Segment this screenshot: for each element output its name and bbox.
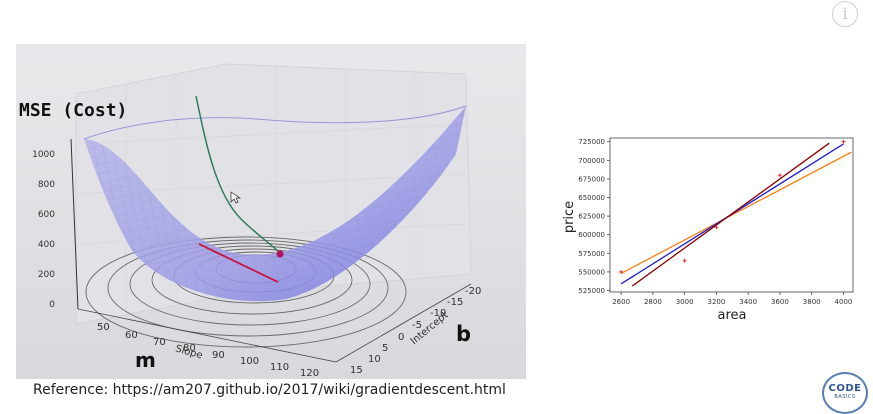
y-tick-label: 575000 — [578, 250, 605, 258]
y-tick-label: 525000 — [578, 287, 605, 295]
x-tick-label: 2800 — [644, 298, 662, 306]
intercept-variable-label: b — [456, 322, 472, 346]
slope-variable-label: m — [135, 348, 156, 372]
slope-tick-label: 70 — [153, 337, 166, 348]
x-axis-label: area — [718, 308, 747, 323]
reference-caption: Reference: https://am207.github.io/2017/… — [33, 382, 506, 398]
intercept-tick-label: 5 — [382, 343, 389, 354]
mse-surface-plot — [16, 44, 526, 379]
logo-text: CODE — [828, 383, 862, 394]
z-tick-label: 200 — [37, 270, 55, 280]
y-tick-label: 725000 — [578, 138, 605, 146]
x-tick-label: 4000 — [835, 298, 853, 306]
x-tick-label: 3600 — [771, 298, 789, 306]
intercept-tick-label: -20 — [465, 286, 482, 297]
x-tick-label: 3000 — [676, 298, 694, 306]
y-tick-label: 700000 — [578, 157, 605, 165]
slope-tick-label: 50 — [97, 322, 110, 333]
regression-line — [631, 142, 830, 287]
intercept-tick-label: 0 — [398, 332, 405, 343]
data-point — [682, 258, 687, 263]
intercept-tick-label: -15 — [447, 297, 464, 308]
data-point — [619, 269, 624, 274]
intercept-tick-label: 15 — [350, 365, 363, 376]
x-tick-label: 2600 — [612, 298, 630, 306]
y-tick-label: 600000 — [578, 231, 605, 239]
y-tick-label: 650000 — [578, 194, 605, 202]
data-point — [777, 173, 782, 178]
z-tick-label: 800 — [37, 180, 55, 190]
data-point — [714, 225, 719, 230]
y-axis-label: price — [562, 201, 577, 233]
z-tick-label: 1000 — [32, 150, 55, 160]
z-tick-label: 400 — [37, 240, 55, 250]
y-tick-label: 675000 — [578, 175, 605, 183]
x-tick-label: 3800 — [803, 298, 821, 306]
slope-tick-label: 60 — [125, 330, 138, 341]
codebasics-logo: CODE BASICS — [822, 372, 868, 414]
y-tick-label: 625000 — [578, 213, 605, 221]
z-axis-label: MSE (Cost) — [19, 100, 128, 121]
y-tick-label: 550000 — [578, 268, 605, 276]
data-point — [841, 139, 846, 144]
regression-line — [620, 151, 852, 274]
regression-chart: 2600 2800 3000 3200 3400 3600 3800 4000 525000 5… — [562, 137, 854, 323]
z-tick-label: 600 — [37, 210, 55, 220]
z-tick-label: 0 — [49, 300, 55, 310]
intercept-tick-label: 10 — [368, 354, 381, 365]
slope-tick-label: 90 — [212, 350, 225, 361]
intercept-tick-label: -5 — [412, 320, 422, 331]
intercept-tick-label: -10 — [430, 308, 447, 319]
logo-subtext: BASICS — [834, 394, 856, 400]
slope-tick-label: 120 — [300, 368, 320, 379]
info-icon[interactable]: i — [832, 1, 858, 27]
slope-tick-label: 100 — [240, 356, 260, 367]
x-tick-label: 3200 — [707, 298, 725, 306]
slope-tick-label: 110 — [270, 362, 290, 373]
x-tick-label: 3400 — [739, 298, 757, 306]
slope-tick-label: 80 — [183, 343, 196, 354]
